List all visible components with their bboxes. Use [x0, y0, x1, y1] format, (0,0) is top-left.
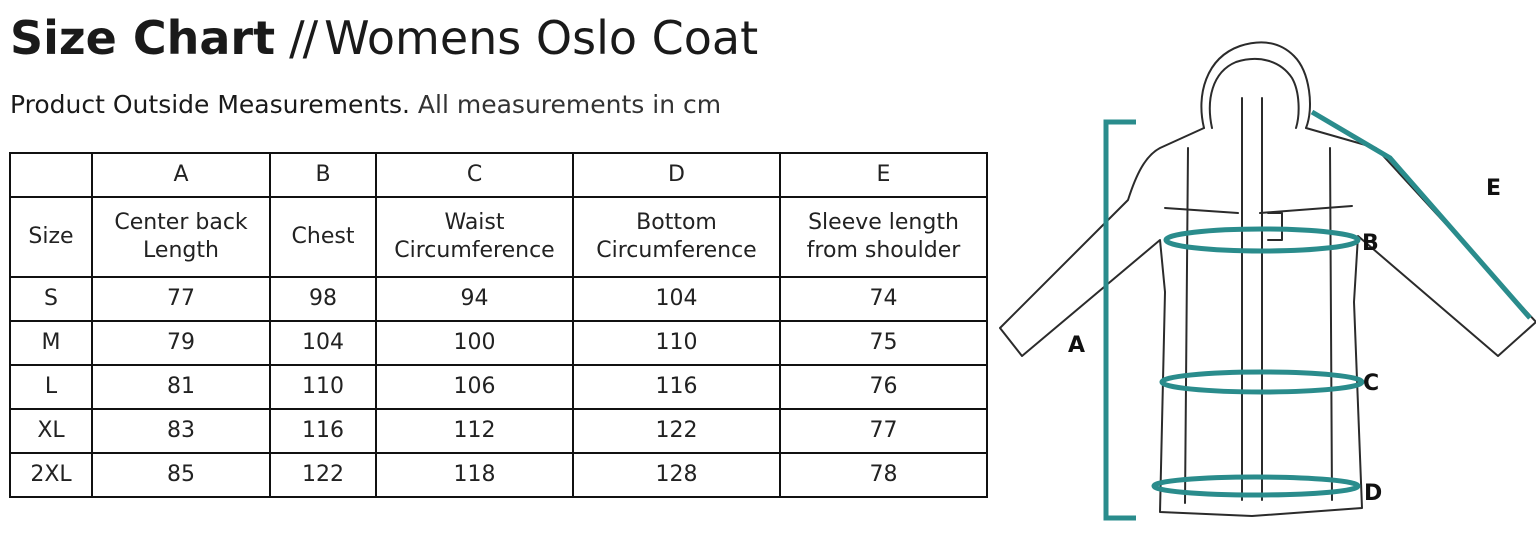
column-label: Bottom Circumference: [572, 196, 781, 278]
value-cell: 110: [269, 364, 377, 410]
coat-body-outline: [999, 127, 1536, 517]
table-row: M 79 104 100 110 75: [9, 320, 988, 366]
column-label-line: Waist: [444, 210, 505, 235]
table-row: L 81 110 106 116 76: [9, 364, 988, 410]
size-cell: XL: [9, 408, 93, 454]
coat-pocket-flap: [1267, 212, 1283, 241]
value-cell: 122: [269, 452, 377, 498]
subtitle-part1: Product Outside Measurements.: [10, 90, 410, 119]
column-label-line: from shoulder: [806, 238, 961, 263]
column-label-line: Size: [28, 224, 74, 249]
column-label-line: Bottom: [636, 210, 717, 235]
letter-header-cell: [9, 152, 93, 198]
label-d: D: [1364, 481, 1382, 506]
title-separator: //: [289, 11, 318, 65]
column-label-line: Chest: [291, 224, 355, 249]
coat-left-panel-seam: [1184, 147, 1189, 504]
coat-yoke-seam: [1164, 205, 1353, 214]
value-cell: 118: [375, 452, 574, 498]
value-cell: 83: [91, 408, 271, 454]
letter-header-cell: A: [91, 152, 271, 198]
value-cell: 104: [572, 276, 781, 322]
measure-a-bracket: [1103, 119, 1136, 521]
value-cell: 77: [779, 408, 988, 454]
value-cell: 85: [91, 452, 271, 498]
table-row: XL 83 116 112 122 77: [9, 408, 988, 454]
column-label: Center back Length: [91, 196, 271, 278]
measure-e-line: [1310, 109, 1532, 320]
letter-header-cell: C: [375, 152, 574, 198]
coat-diagram: A B C D E: [999, 41, 1536, 521]
value-cell: 94: [375, 276, 574, 322]
size-table: A B C D E Size Center back Length Chest W…: [9, 152, 988, 498]
value-cell: 104: [269, 320, 377, 366]
table-row: S 77 98 94 104 74: [9, 276, 988, 322]
label-b: B: [1362, 231, 1379, 256]
coat-right-panel-seam: [1329, 147, 1333, 501]
size-cell: 2XL: [9, 452, 93, 498]
value-cell: 116: [269, 408, 377, 454]
value-cell: 116: [572, 364, 781, 410]
value-cell: 79: [91, 320, 271, 366]
column-label: Chest: [269, 196, 377, 278]
letter-header-cell: D: [572, 152, 781, 198]
subtitle: Product Outside Measurements. All measur…: [10, 88, 721, 122]
value-cell: 112: [375, 408, 574, 454]
column-label-line: Circumference: [596, 238, 757, 263]
letter-header-cell: E: [779, 152, 988, 198]
column-label: Size: [9, 196, 93, 278]
measure-d-ellipse: [1151, 474, 1361, 498]
value-cell: 98: [269, 276, 377, 322]
coat-front-zipper: [1241, 97, 1263, 501]
value-cell: 78: [779, 452, 988, 498]
coat-hood-outline: [1200, 41, 1311, 129]
column-label-line: Circumference: [394, 238, 555, 263]
value-cell: 81: [91, 364, 271, 410]
value-cell: 106: [375, 364, 574, 410]
value-cell: 122: [572, 408, 781, 454]
table-row: 2XL 85 122 118 128 78: [9, 452, 988, 498]
label-e: E: [1486, 176, 1501, 201]
letter-header-row: A B C D E: [9, 152, 988, 198]
subtitle-part2: All measurements in cm: [417, 90, 722, 119]
size-cell: M: [9, 320, 93, 366]
page-title: Size Chart//Womens Oslo Coat: [10, 8, 758, 68]
label-header-row: Size Center back Length Chest Waist Circum…: [9, 196, 988, 278]
coat-hood-opening: [1208, 58, 1300, 129]
column-label: Sleeve length from shoulder: [779, 196, 988, 278]
letter-header-cell: B: [269, 152, 377, 198]
size-cell: S: [9, 276, 93, 322]
value-cell: 76: [779, 364, 988, 410]
value-cell: 110: [572, 320, 781, 366]
measure-c-ellipse: [1159, 369, 1365, 395]
column-label-line: Length: [143, 238, 219, 263]
value-cell: 77: [91, 276, 271, 322]
product-name: Womens Oslo Coat: [324, 11, 759, 65]
value-cell: 75: [779, 320, 988, 366]
value-cell: 128: [572, 452, 781, 498]
size-cell: L: [9, 364, 93, 410]
column-label: Waist Circumference: [375, 196, 574, 278]
label-c: C: [1363, 371, 1379, 396]
title-bold: Size Chart: [10, 11, 276, 65]
value-cell: 100: [375, 320, 574, 366]
value-cell: 74: [779, 276, 988, 322]
column-label-line: Sleeve length: [808, 210, 959, 235]
measure-b-ellipse: [1163, 226, 1361, 254]
column-label-line: Center back: [114, 210, 248, 235]
label-a: A: [1068, 333, 1085, 358]
